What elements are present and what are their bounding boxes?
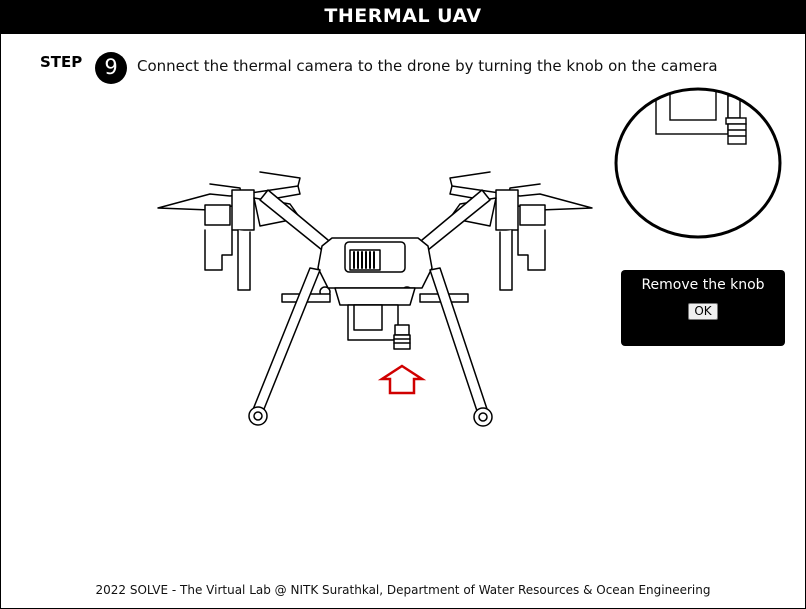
instruction-popup: Remove the knob OK (621, 270, 785, 346)
ok-button[interactable]: OK (688, 303, 718, 320)
zoom-inset (614, 87, 782, 239)
step-instruction: Connect the thermal camera to the drone … (137, 57, 718, 75)
popup-message: Remove the knob (641, 277, 765, 293)
up-arrow-icon (377, 364, 427, 395)
page-title: THERMAL UAV (1, 1, 805, 34)
drone-illustration (157, 171, 593, 427)
step-number-badge: 9 (95, 52, 127, 84)
footer-credit: 2022 SOLVE - The Virtual Lab @ NITK Sura… (95, 583, 711, 597)
step-label: STEP (40, 53, 83, 71)
